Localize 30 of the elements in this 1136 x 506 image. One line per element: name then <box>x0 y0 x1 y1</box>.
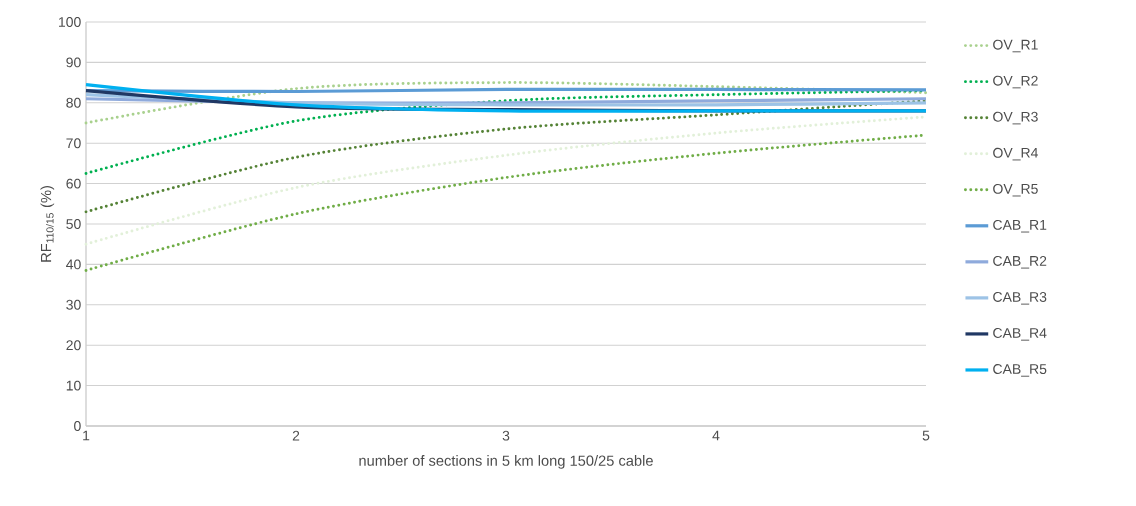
y-tick-label: 70 <box>66 138 81 149</box>
x-tick-label: 3 <box>502 430 510 441</box>
line-series <box>84 81 928 125</box>
legend-label: CAB_R1 <box>993 219 1047 233</box>
y-tick-label: 0 <box>74 421 81 431</box>
y-tick-label: 90 <box>66 57 81 68</box>
x-tick-label: 5 <box>922 430 930 441</box>
y-tick-label: 80 <box>66 97 81 108</box>
x-tick-label: 1 <box>83 430 90 441</box>
y-axis-title: RF$_{110/15}$ (%) <box>40 186 55 262</box>
legend-label: OV_R3 <box>993 111 1038 125</box>
y-tick-label: 30 <box>66 299 81 310</box>
y-tick-label: 40 <box>66 259 81 270</box>
legend-label: OV_R2 <box>993 75 1038 89</box>
legend-label: CAB_R3 <box>993 292 1047 305</box>
y-tick-label: 10 <box>66 380 81 391</box>
x-tick-label: 2 <box>292 430 300 441</box>
x-axis-title: number of sections in 5 km long 150/25 cable <box>359 455 653 469</box>
x-tick-label: 4 <box>712 430 720 441</box>
legend-label: OV_R4 <box>993 147 1038 161</box>
y-tick-label: 60 <box>66 178 81 189</box>
y-tick-label: 100 <box>59 17 81 27</box>
legend-label: CAB_R4 <box>993 328 1047 341</box>
y-tick-label: 20 <box>66 340 81 351</box>
y-tick-label: 50 <box>66 219 81 229</box>
legend-label: CAB_R5 <box>993 364 1047 377</box>
legend-label: CAB_R2 <box>993 255 1047 269</box>
line-series <box>84 99 928 214</box>
legend-label: OV_R1 <box>993 39 1038 53</box>
legend-label: OV_R5 <box>993 183 1038 197</box>
